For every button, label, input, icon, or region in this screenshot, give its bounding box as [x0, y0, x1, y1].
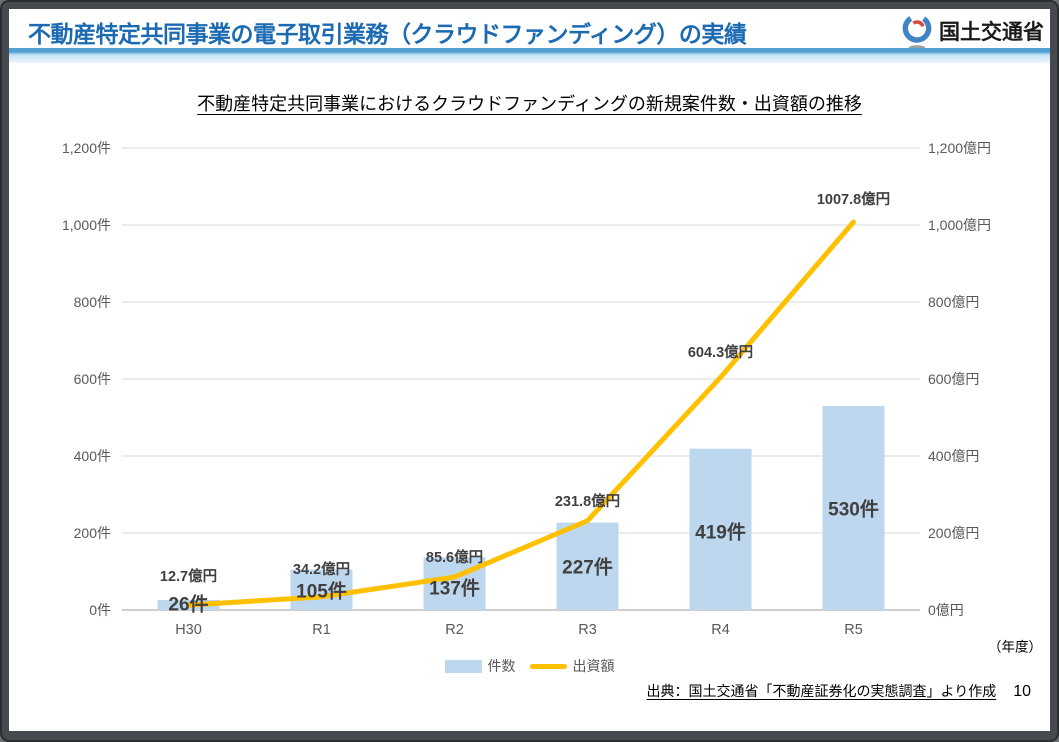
- footer: 出典：国土交通省「不動産証券化の実態調査」より作成 10: [646, 681, 1031, 701]
- bar-data-label: 137件: [429, 577, 480, 600]
- right-axis-tick-label: 0億円: [928, 602, 964, 618]
- left-axis-tick-label: 800件: [74, 294, 111, 310]
- line-data-label: 34.2億円: [293, 560, 350, 578]
- right-axis-tick-label: 800億円: [928, 294, 979, 310]
- page-number: 10: [1013, 683, 1031, 700]
- source-citation: 出典：国土交通省「不動産証券化の実態調査」より作成: [646, 683, 997, 699]
- bar-R4: [689, 448, 752, 610]
- left-axis-tick-label: 1,000件: [62, 217, 111, 233]
- x-axis-category-label: R5: [844, 622, 863, 638]
- header-accent-strip: [9, 48, 1050, 63]
- legend-line-swatch-icon: [529, 663, 567, 669]
- line-data-label: 1007.8億円: [817, 190, 890, 208]
- right-axis-tick-label: 1,000億円: [928, 217, 991, 233]
- x-axis-category-label: R2: [445, 622, 464, 638]
- bar-R5: [822, 405, 885, 610]
- legend-bar-label: 件数: [487, 658, 516, 674]
- left-axis-tick-label: 600件: [74, 371, 111, 387]
- bar-data-label: 105件: [296, 580, 347, 603]
- slide-header: 不動産特定共同事業の電子取引業務（クラウドファンディング）の実績 国土交通省: [9, 9, 1050, 51]
- right-axis-tick-label: 400億円: [928, 448, 979, 464]
- x-axis-category-label: R1: [312, 622, 331, 638]
- bar-data-label: 419件: [695, 521, 746, 544]
- agency-branding: 国土交通省: [899, 11, 1044, 51]
- legend-bar-swatch-icon: [444, 659, 482, 673]
- line-data-label: 604.3億円: [688, 343, 753, 361]
- x-axis-category-label: H30: [175, 622, 202, 638]
- chart-title: 不動産特定共同事業におけるクラウドファンディングの新規案件数・出資額の推移: [197, 94, 862, 114]
- agency-name: 国土交通省: [939, 21, 1044, 44]
- right-axis-tick-label: 600億円: [928, 371, 979, 387]
- investment-line: [186, 219, 856, 608]
- left-axis-tick-label: 1,200件: [62, 140, 111, 156]
- page-title: 不動産特定共同事業の電子取引業務（クラウドファンディング）の実績: [28, 21, 747, 47]
- bar-data-label: 227件: [562, 556, 613, 579]
- chart-canvas: 0件 0億円 200件 200億円 400件 400億円 600件 600億円 800件 800億…: [62, 140, 1042, 655]
- bar-data-label: 26件: [168, 593, 208, 616]
- x-axis-category-label: R4: [711, 622, 730, 638]
- bar-R3: [556, 522, 619, 610]
- left-axis-tick-label: 400件: [74, 448, 111, 464]
- bar-R1: [290, 569, 353, 610]
- x-axis-unit-label: （年度）: [988, 640, 1042, 655]
- line-data-label: 231.8億円: [555, 492, 620, 510]
- legend-item-line: 出資額: [529, 656, 615, 676]
- slide: 不動産特定共同事業の電子取引業務（クラウドファンディング）の実績 国土交通省 不…: [9, 9, 1050, 731]
- chart-legend: 件数 出資額: [9, 656, 1050, 676]
- left-axis-tick-label: 0件: [89, 602, 111, 618]
- legend-line-label: 出資額: [572, 658, 615, 674]
- left-axis-tick-label: 200件: [74, 525, 111, 541]
- legend-item-bars: 件数: [444, 656, 516, 676]
- line-data-label: 85.6億円: [426, 548, 483, 566]
- bar-data-label: 530件: [828, 498, 879, 521]
- right-axis-tick-label: 1,200億円: [928, 140, 991, 156]
- right-axis-tick-label: 200億円: [928, 525, 979, 541]
- x-axis-category-label: R3: [578, 622, 597, 638]
- line-data-label: 12.7億円: [160, 567, 217, 585]
